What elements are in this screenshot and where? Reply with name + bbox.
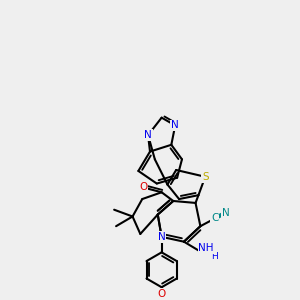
Text: O: O [139, 182, 147, 192]
Text: H: H [211, 252, 218, 261]
Text: C: C [211, 213, 219, 224]
Text: N: N [222, 208, 230, 218]
Text: N: N [171, 120, 179, 130]
Text: S: S [202, 172, 208, 182]
Text: N: N [158, 232, 166, 242]
Text: N: N [144, 130, 152, 140]
Text: NH: NH [200, 245, 216, 255]
Text: NH: NH [198, 244, 214, 254]
Text: O: O [158, 289, 166, 299]
